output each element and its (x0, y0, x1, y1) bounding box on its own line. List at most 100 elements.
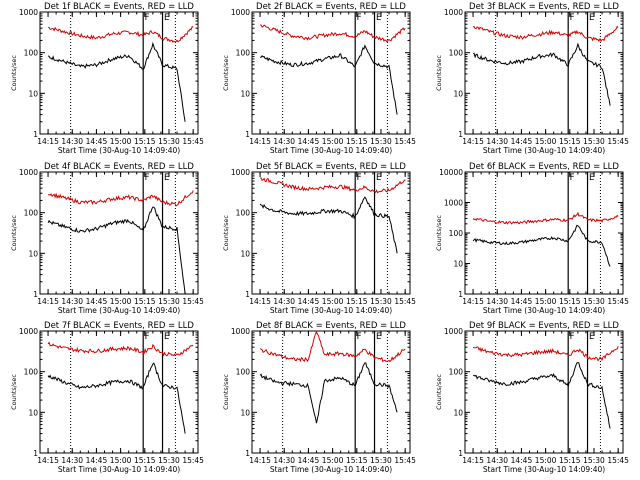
y-tick-label: 100 (236, 49, 251, 58)
x-tick-label: 15:30 (158, 456, 180, 465)
events-series (259, 362, 398, 424)
x-tick-label: 15:15 (559, 137, 581, 146)
x-tick-label: 14:15 (249, 137, 271, 146)
y-tick-label: 10 (453, 260, 463, 269)
x-tick-label: 15:00 (110, 297, 132, 306)
x-tick-label: 15:00 (535, 137, 557, 146)
x-tick-label: 15:45 (182, 297, 204, 306)
y-tick-label: 100 (449, 368, 464, 377)
x-tick-label: 15:45 (394, 137, 416, 146)
y-tick-label: 100 (449, 229, 464, 238)
panel-2: Det 2f BLACK = Events, RED = LLD 1 10 100 10… (222, 2, 416, 155)
marker-label: E (164, 173, 169, 183)
y-axis-label: Counts/sec (222, 215, 230, 251)
y-tick-label: 100 (449, 49, 464, 58)
x-tick-label: 15:45 (607, 297, 629, 306)
x-axis-label: Start Time (30-Aug-10 14:09:40) (483, 146, 605, 155)
y-tick-label: 1 (458, 290, 463, 299)
y-tick-label: 1000 (231, 8, 250, 17)
marker-label: E (589, 13, 594, 23)
x-axis-label: Start Time (30-Aug-10 14:09:40) (270, 465, 392, 474)
events-series (472, 42, 611, 106)
x-tick-label: 15:45 (182, 456, 204, 465)
marker-label: E (376, 173, 381, 183)
events-series (259, 196, 398, 254)
x-tick-label: 15:45 (394, 297, 416, 306)
marker-label: F (145, 332, 150, 342)
lld-series (472, 346, 619, 362)
y-axis-label: Counts/sec (435, 374, 443, 410)
y-tick-label: 10 (28, 89, 38, 98)
y-axis-label: Counts/sec (10, 55, 18, 91)
x-tick-label: 14:30 (61, 456, 83, 465)
y-tick-label: 1 (245, 130, 250, 139)
events-series (260, 44, 398, 115)
x-tick-label: 15:30 (583, 137, 605, 146)
x-tick-label: 14:45 (86, 137, 108, 146)
x-tick-label: 14:45 (86, 297, 108, 306)
lld-series (48, 190, 194, 207)
x-tick-label: 14:30 (273, 456, 295, 465)
y-tick-label: 100 (236, 209, 251, 218)
x-tick-label: 15:15 (346, 297, 368, 306)
panel-title: Det 5f BLACK = Events, RED = LLD (256, 162, 406, 172)
x-tick-label: 15:30 (158, 137, 180, 146)
y-tick-label: 10 (28, 408, 38, 417)
panel-4: Det 4f BLACK = Events, RED = LLD 1 10 100 10… (10, 162, 204, 315)
x-tick-label: 14:15 (37, 137, 59, 146)
y-axis-label: Counts/sec (10, 374, 18, 410)
x-tick-label: 15:00 (322, 137, 344, 146)
x-tick-label: 15:15 (346, 456, 368, 465)
x-tick-label: 15:30 (370, 297, 392, 306)
plot-frame (251, 11, 411, 135)
marker-label: E (376, 13, 381, 23)
lld-series (259, 24, 406, 43)
events-series (472, 224, 611, 267)
x-tick-label: 15:00 (322, 456, 344, 465)
x-tick-label: 15:30 (583, 297, 605, 306)
x-tick-label: 15:15 (346, 137, 368, 146)
y-tick-label: 1000 (444, 327, 463, 336)
x-tick-label: 15:15 (559, 297, 581, 306)
y-tick-label: 1 (33, 130, 38, 139)
x-tick-label: 15:15 (134, 137, 156, 146)
x-tick-label: 14:15 (462, 297, 484, 306)
x-axis-label: Start Time (30-Aug-10 14:09:40) (58, 146, 180, 155)
y-tick-label: 1 (245, 449, 250, 458)
marker-label: F (570, 332, 575, 342)
y-tick-label: 1000 (231, 168, 250, 177)
y-tick-label: 1 (458, 130, 463, 139)
x-tick-label: 14:30 (273, 137, 295, 146)
x-tick-label: 14:15 (462, 137, 484, 146)
x-tick-label: 14:15 (249, 297, 271, 306)
x-tick-label: 14:15 (37, 297, 59, 306)
marker-label: E (164, 332, 169, 342)
panel-title: Det 8f BLACK = Events, RED = LLD (256, 321, 406, 331)
marker-label: E (589, 173, 594, 183)
x-tick-label: 15:15 (134, 297, 156, 306)
marker-label: F (145, 13, 150, 23)
marker-label: F (357, 332, 362, 342)
x-tick-label: 14:30 (486, 137, 508, 146)
x-tick-label: 15:30 (583, 456, 605, 465)
panel-title: Det 6f BLACK = Events, RED = LLD (469, 162, 619, 172)
x-tick-label: 14:45 (298, 137, 320, 146)
x-axis-label: Start Time (30-Aug-10 14:09:40) (270, 306, 392, 315)
panel-title: Det 9f BLACK = Events, RED = LLD (469, 321, 619, 331)
marker-label: F (357, 173, 362, 183)
lld-series (259, 330, 406, 363)
plot-frame (39, 330, 199, 454)
panel-title: Det 7f BLACK = Events, RED = LLD (44, 321, 194, 331)
lld-series (260, 177, 406, 194)
marker-label: E (589, 332, 594, 342)
marker-label: F (145, 173, 150, 183)
y-tick-label: 1 (33, 290, 38, 299)
x-tick-label: 15:00 (535, 297, 557, 306)
x-tick-label: 14:15 (462, 456, 484, 465)
x-axis-label: Start Time (30-Aug-10 14:09:40) (58, 465, 180, 474)
x-tick-label: 14:45 (511, 137, 533, 146)
y-tick-label: 10 (453, 408, 463, 417)
y-tick-label: 100 (24, 209, 39, 218)
marker-label: F (570, 13, 575, 23)
